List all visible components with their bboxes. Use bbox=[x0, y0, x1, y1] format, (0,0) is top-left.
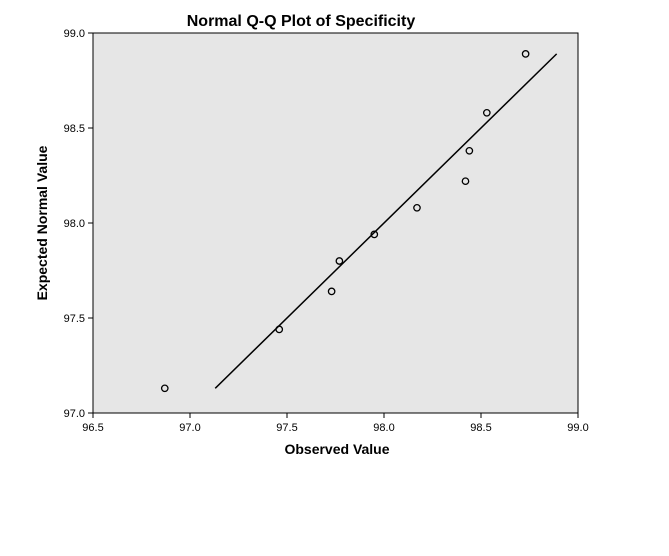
x-tick-label: 96.5 bbox=[82, 422, 103, 434]
data-point bbox=[521, 50, 530, 58]
x-tick-label: 98.0 bbox=[373, 422, 394, 434]
data-point bbox=[413, 203, 421, 212]
y-tick-label: 99.0 bbox=[64, 28, 85, 40]
data-point bbox=[482, 108, 491, 117]
data-point bbox=[461, 177, 470, 186]
x-tick-label: 97.5 bbox=[276, 422, 297, 434]
data-point bbox=[335, 257, 344, 265]
y-tick-label: 97.0 bbox=[64, 408, 85, 420]
x-tick-label: 99.0 bbox=[567, 422, 588, 434]
reference-line bbox=[214, 53, 558, 389]
x-axis-label: Observed Value bbox=[284, 441, 389, 457]
plot-area bbox=[92, 32, 579, 414]
y-axis-label: Expected Normal Value bbox=[34, 145, 50, 300]
x-axis: 96.5 97.0 97.5 98.0 98.5 99.0 bbox=[82, 413, 589, 434]
x-tick-label: 97.0 bbox=[179, 422, 200, 434]
data-point bbox=[370, 230, 379, 239]
y-tick-label: 97.5 bbox=[64, 313, 85, 325]
x-tick-label: 98.5 bbox=[470, 422, 491, 434]
chart-title: Normal Q-Q Plot of Specificity bbox=[187, 13, 416, 30]
y-axis: 97.0 97.5 98.0 98.5 99.0 bbox=[64, 28, 93, 420]
data-point bbox=[327, 287, 336, 296]
data-point bbox=[465, 146, 474, 155]
y-tick-label: 98.0 bbox=[64, 218, 85, 230]
data-point bbox=[275, 325, 284, 334]
data-points bbox=[160, 50, 530, 393]
data-point bbox=[160, 384, 169, 393]
y-tick-label: 98.5 bbox=[64, 123, 85, 135]
